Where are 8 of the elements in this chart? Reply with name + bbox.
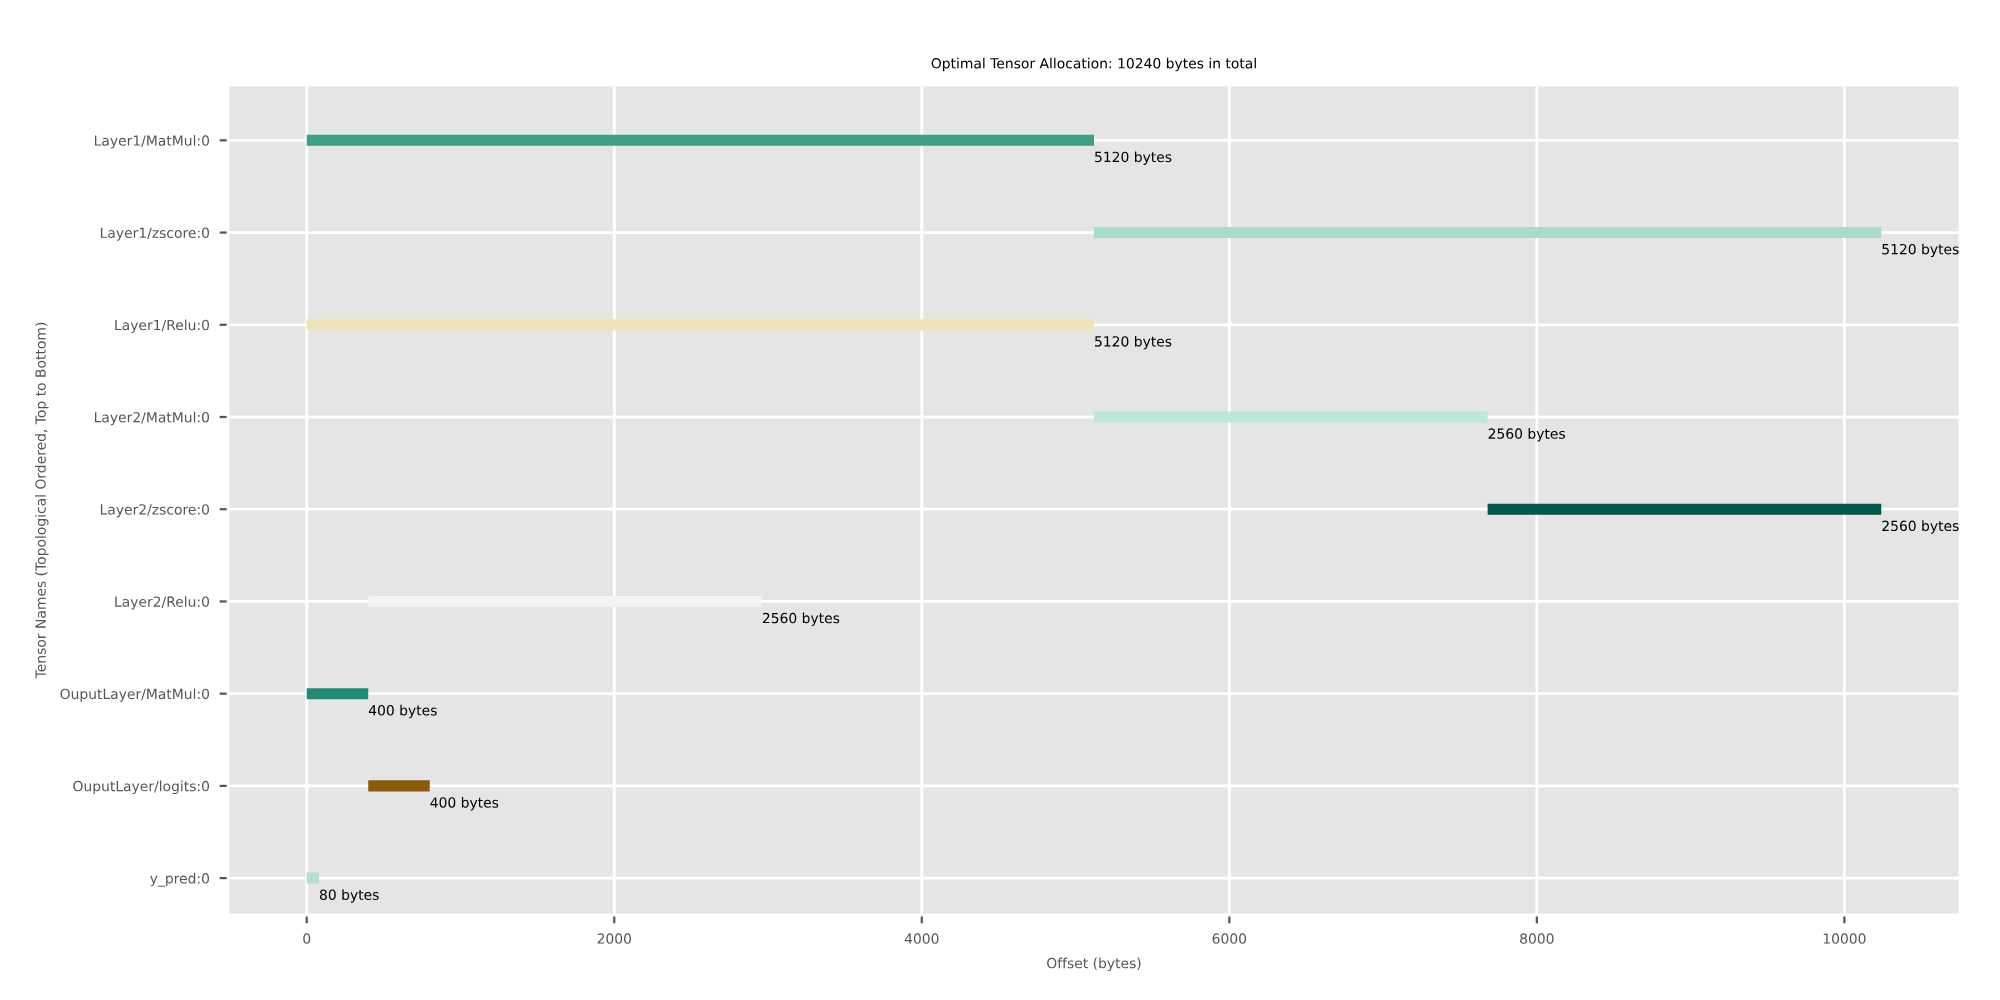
bar: [306, 688, 369, 700]
bar: [306, 134, 1094, 146]
bar: [368, 780, 430, 792]
bar: [306, 872, 320, 884]
bar: [306, 319, 1094, 331]
bar: [1094, 227, 1882, 239]
bar: [1487, 503, 1882, 515]
bar: [1094, 411, 1488, 423]
